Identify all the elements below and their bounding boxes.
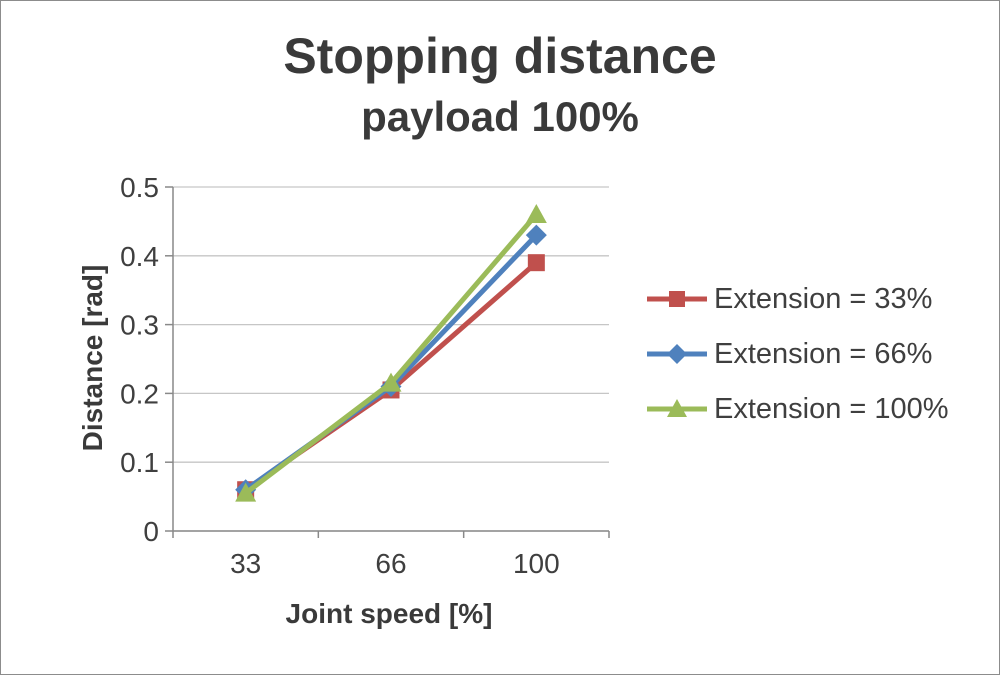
legend-sample-diamond-marker — [647, 344, 707, 364]
x-axis-title: Joint speed [%] — [285, 598, 493, 629]
svg-text:66: 66 — [375, 548, 406, 579]
y-axis-title: Distance [rad] — [77, 264, 108, 452]
svg-text:0.5: 0.5 — [120, 172, 159, 203]
svg-text:0.1: 0.1 — [120, 447, 159, 478]
legend-item: Extension = 33% — [646, 282, 949, 316]
legend-label: Extension = 66% — [714, 337, 933, 370]
legend-sample-triangle-marker — [647, 399, 707, 417]
legend-item: Extension = 100% — [646, 392, 949, 426]
chart-title: Stopping distance — [283, 28, 717, 84]
svg-text:0: 0 — [143, 516, 159, 547]
svg-text:0.2: 0.2 — [120, 378, 159, 409]
legend: Extension = 33% Extension = 66% Extensio… — [646, 282, 949, 426]
svg-text:0.3: 0.3 — [120, 310, 159, 341]
svg-text:33: 33 — [230, 548, 261, 579]
legend-label: Extension = 33% — [714, 282, 933, 315]
chart-subtitle: payload 100% — [361, 93, 639, 140]
legend-sample-square-marker — [647, 291, 707, 307]
svg-text:0.4: 0.4 — [120, 241, 159, 272]
legend-label: Extension = 100% — [714, 392, 949, 425]
svg-text:100: 100 — [513, 548, 560, 579]
legend-item: Extension = 66% — [646, 337, 949, 371]
